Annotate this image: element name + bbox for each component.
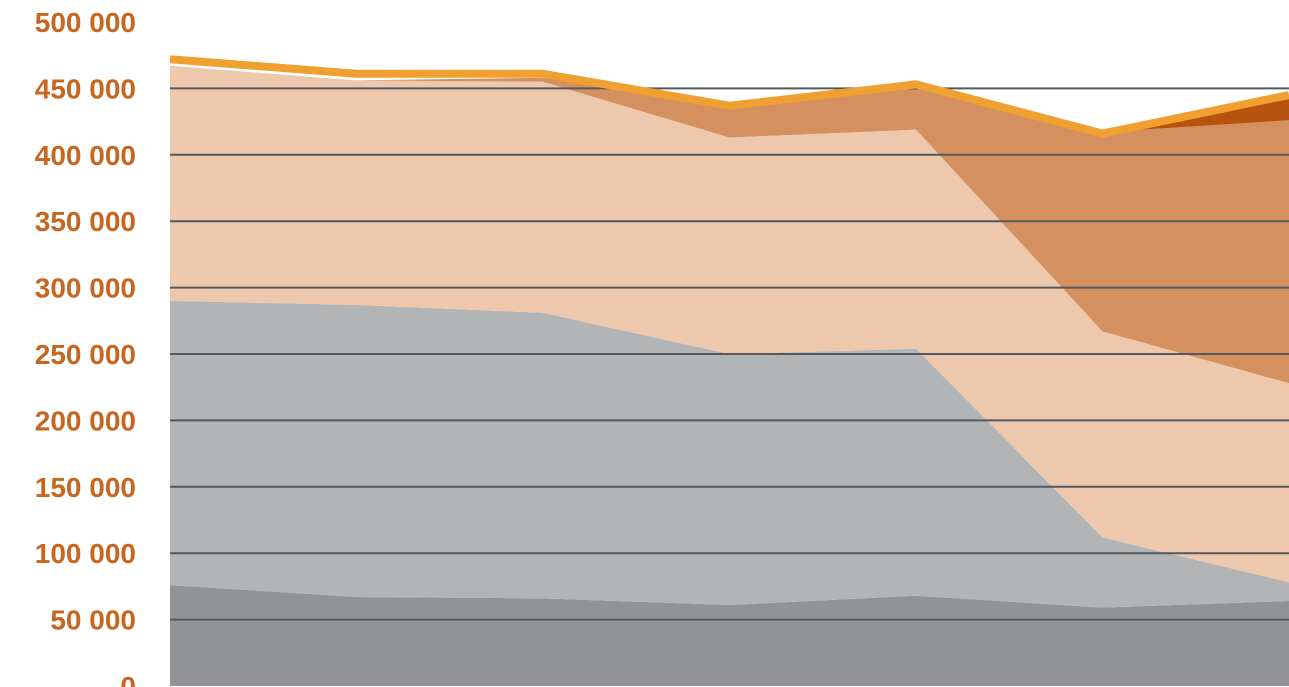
area-series-4 [170,65,1289,384]
y-tick-label: 150 000 [35,472,136,503]
area-series-2 [170,300,1289,608]
y-tick-label: 100 000 [35,538,136,569]
gridlines [170,87,1289,621]
y-axis: 0 50 000 100 000 150 000 200 000 250 000 300 0… [35,7,136,687]
y-tick-label: 200 000 [35,405,136,436]
y-tick-label: 50 000 [50,605,136,636]
y-tick-label: 0 [120,671,136,687]
y-tick-label: 400 000 [35,140,136,171]
total-line [169,55,1289,138]
y-tick-label: 350 000 [35,206,136,237]
area-layers [170,65,1289,686]
area-series-1 [170,585,1289,686]
y-tick-label: 250 000 [35,339,136,370]
y-tick-label: 450 000 [35,73,136,104]
area-series-3 [170,65,1289,583]
area-series-5 [170,65,1289,133]
y-tick-label: 500 000 [35,7,136,38]
total-line-layer [169,55,1289,138]
y-tick-label: 300 000 [35,273,136,304]
